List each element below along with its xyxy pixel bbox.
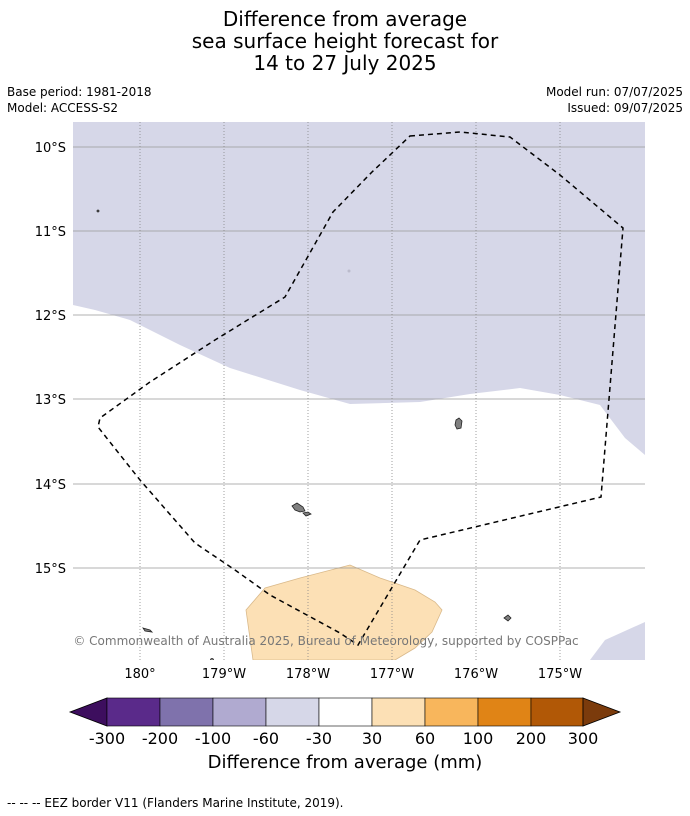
colorbar-label-neg200: -200 [142, 729, 178, 748]
meta-right: Model run: 07/07/2025 Issued: 09/07/2025 [546, 84, 683, 116]
meta-left: Base period: 1981-2018 Model: ACCESS-S2 [7, 84, 152, 116]
eez-border [97, 131, 624, 647]
lon-label-178w: 178°W [286, 667, 330, 682]
colorbar-label-neg300: -300 [89, 729, 125, 748]
island-g [347, 269, 351, 273]
island-h [210, 658, 214, 660]
lon-label-176w: 176°W [454, 667, 498, 682]
colorbar-bin-8 [477, 697, 532, 727]
island-b [291, 502, 306, 513]
eez-footnote: -- -- -- EEZ border V11 (Flanders Marine… [7, 796, 344, 810]
colorbar-label-100: 100 [463, 729, 494, 748]
lat-label-11s: 11°S [35, 225, 66, 240]
lat-labels: 10°S 11°S 12°S 13°S 14°S 15°S [35, 141, 66, 577]
colorbar-bin-3 [212, 697, 267, 727]
colorbar-bin-6 [371, 697, 426, 727]
negative-anomaly-corner [590, 622, 645, 660]
colorbar-label-60: 60 [415, 729, 435, 748]
lat-label-15s: 15°S [35, 562, 66, 577]
island-f [142, 627, 154, 633]
title-line-1: Difference from average [222, 7, 468, 31]
lon-label-177w: 177°W [370, 667, 414, 682]
lat-label-12s: 12°S [35, 309, 66, 324]
positive-anomaly-region [245, 564, 443, 660]
colorbar: -300 -200 -100 -60 -30 30 60 100 200 300 [68, 697, 622, 748]
lat-label-10s: 10°S [35, 141, 66, 156]
colorbar-label-neg100: -100 [195, 729, 231, 748]
colorbar-low-arrow [68, 697, 108, 727]
colorbar-high-arrow [582, 697, 622, 727]
lon-label-175w: 175°W [538, 667, 582, 682]
island-d [503, 614, 512, 622]
colorbar-title: Difference from average (mm) [207, 752, 483, 773]
map-area: © Commonwealth of Australia 2025, Bureau… [73, 122, 645, 660]
title-line-3: 14 to 27 July 2025 [253, 51, 437, 75]
lon-label-179w: 179°W [202, 667, 246, 682]
lat-label-13s: 13°S [35, 393, 66, 408]
lon-label-180: 180° [124, 667, 155, 682]
island-e [96, 209, 100, 213]
issued-date: Issued: 09/07/2025 [567, 101, 683, 115]
colorbar-bin-5 [318, 697, 373, 727]
map-title: Difference from average sea surface heig… [0, 8, 690, 74]
colorbar-bin-9 [530, 697, 584, 727]
negative-anomaly-region [73, 122, 645, 455]
base-period: Base period: 1981-2018 [7, 85, 152, 99]
colorbar-bin-4 [265, 697, 320, 727]
lat-gridlines [73, 146, 645, 569]
colorbar-label-300: 300 [568, 729, 599, 748]
colorbar-label-neg60: -60 [253, 729, 279, 748]
lon-labels: 180° 179°W 178°W 177°W 176°W 175°W [124, 667, 582, 682]
lat-label-14s: 14°S [35, 478, 66, 493]
land-islands [96, 209, 512, 660]
colorbar-bin-7 [424, 697, 479, 727]
model-run: Model run: 07/07/2025 [545, 85, 683, 99]
colorbar-bin-1 [106, 697, 161, 727]
model-name: Model: ACCESS-S2 [7, 101, 119, 115]
title-line-2: sea surface height forecast for [191, 29, 499, 53]
colorbar-label-200: 200 [516, 729, 547, 748]
island-c [302, 511, 312, 517]
colorbar-label-30: 30 [362, 729, 382, 748]
copyright-notice: © Commonwealth of Australia 2025, Bureau… [73, 634, 578, 648]
colorbar-bin-2 [159, 697, 214, 727]
island-a [454, 417, 463, 430]
colorbar-label-neg30: -30 [306, 729, 332, 748]
